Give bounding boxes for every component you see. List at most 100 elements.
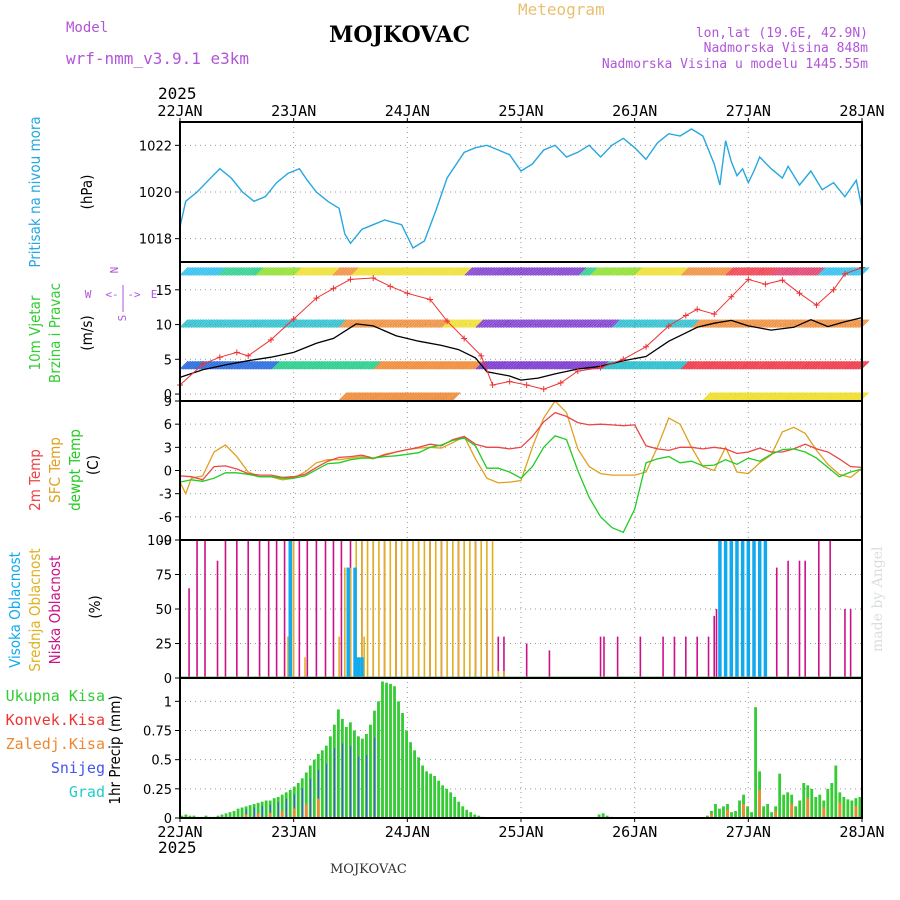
wind-barb xyxy=(281,267,291,276)
wind-barb xyxy=(446,267,456,276)
wind-barb xyxy=(757,267,767,276)
wind-barb xyxy=(793,392,802,401)
wind-barb xyxy=(583,319,593,328)
wind-barb xyxy=(232,267,241,276)
wind-barb xyxy=(733,267,743,276)
wind-barb xyxy=(594,267,604,276)
wind-barb xyxy=(249,267,259,276)
wind-barb xyxy=(808,360,817,370)
wind-barb xyxy=(346,319,356,328)
wind-barb xyxy=(381,267,391,276)
wind-barb xyxy=(738,360,747,370)
wind-barb xyxy=(477,267,486,276)
cloud-low-bar xyxy=(188,588,190,678)
wind-barb xyxy=(561,360,571,370)
wind-barb xyxy=(817,319,827,328)
wind-barb xyxy=(376,267,386,276)
precip-total-bar xyxy=(858,797,862,818)
wind-barb xyxy=(512,360,521,370)
precip-total-bar xyxy=(381,681,384,818)
wind-barb xyxy=(724,392,734,401)
wind-barb xyxy=(391,319,401,328)
wind-barb xyxy=(696,319,706,328)
wind-barb xyxy=(811,267,821,276)
cloud-low-bar xyxy=(283,540,286,678)
wind-barb xyxy=(448,392,458,401)
wind-barb xyxy=(599,267,609,276)
wind-barb xyxy=(353,360,362,370)
wind-barb xyxy=(408,267,418,276)
wind-barb xyxy=(201,360,211,370)
wind-barb xyxy=(717,267,727,276)
wind-barb xyxy=(375,392,385,401)
wind-barb xyxy=(517,267,526,276)
wind-barb xyxy=(607,267,617,276)
wind-barb xyxy=(531,319,541,328)
wind-barb xyxy=(392,319,402,328)
cloud-mid-bar xyxy=(440,540,443,678)
wind-barb xyxy=(295,319,305,328)
wind-barb xyxy=(840,267,849,276)
wind-barb xyxy=(532,267,542,276)
wind-barb xyxy=(742,267,752,276)
wind-barb xyxy=(386,392,396,401)
wind-barb xyxy=(647,267,657,276)
wind-barb xyxy=(650,267,660,276)
wind-barb xyxy=(665,360,674,370)
wind-barb xyxy=(602,267,612,276)
wind-barb xyxy=(310,360,319,370)
wind-barb xyxy=(432,267,442,276)
wind-barb xyxy=(609,267,619,276)
wind-barb xyxy=(286,267,295,276)
wind-barb xyxy=(672,319,682,328)
wind-gust-marker xyxy=(643,343,650,350)
cloud-low-bar xyxy=(306,540,309,678)
wind-barb xyxy=(504,319,513,328)
wind-barb xyxy=(462,267,472,276)
wind-barb xyxy=(200,267,210,276)
precip-total-bar xyxy=(810,788,814,818)
wind-barb xyxy=(466,360,475,370)
wind-barb xyxy=(410,392,420,401)
wind-band-floor xyxy=(338,392,461,401)
wind-barb xyxy=(617,267,626,276)
wind-barb xyxy=(216,360,225,370)
wind-barb xyxy=(216,319,225,328)
wind-barb xyxy=(248,360,257,370)
wind-barb xyxy=(797,392,807,401)
wind-barb xyxy=(641,319,650,328)
wind-barb xyxy=(688,267,698,276)
wind-barb xyxy=(776,267,786,276)
wind-barb xyxy=(653,267,663,276)
wind-barb xyxy=(637,267,647,276)
wind-barb xyxy=(631,319,641,328)
cloud-mid-bar xyxy=(491,540,494,678)
cloud-mid-bar xyxy=(292,540,295,678)
wind-barb xyxy=(658,319,668,328)
wind-barb xyxy=(687,319,696,328)
wind-barb xyxy=(770,319,779,328)
wind-barb xyxy=(346,267,356,276)
wind-barb xyxy=(388,392,397,401)
wind-barb xyxy=(743,392,753,401)
wind-barb xyxy=(383,392,393,401)
wind-barb xyxy=(504,267,513,276)
precip-total-bar xyxy=(605,815,609,818)
wind-barb xyxy=(467,319,477,328)
wind-barb xyxy=(617,360,626,370)
wind-barb xyxy=(235,319,245,328)
wind-barb xyxy=(714,360,724,370)
wind-barb xyxy=(712,319,722,328)
wind-barb xyxy=(719,360,728,370)
wind-barb xyxy=(478,360,488,370)
wind-barb xyxy=(400,267,410,276)
wind-barb xyxy=(796,392,806,401)
wind-barb xyxy=(394,360,404,370)
wind-barb xyxy=(765,360,774,370)
cloud-high-bar xyxy=(763,540,768,678)
wind-barb xyxy=(547,319,556,328)
wind-barb xyxy=(338,360,348,370)
wind-barb xyxy=(361,392,370,401)
wind-barb xyxy=(380,360,389,370)
wind-barb xyxy=(273,360,283,370)
